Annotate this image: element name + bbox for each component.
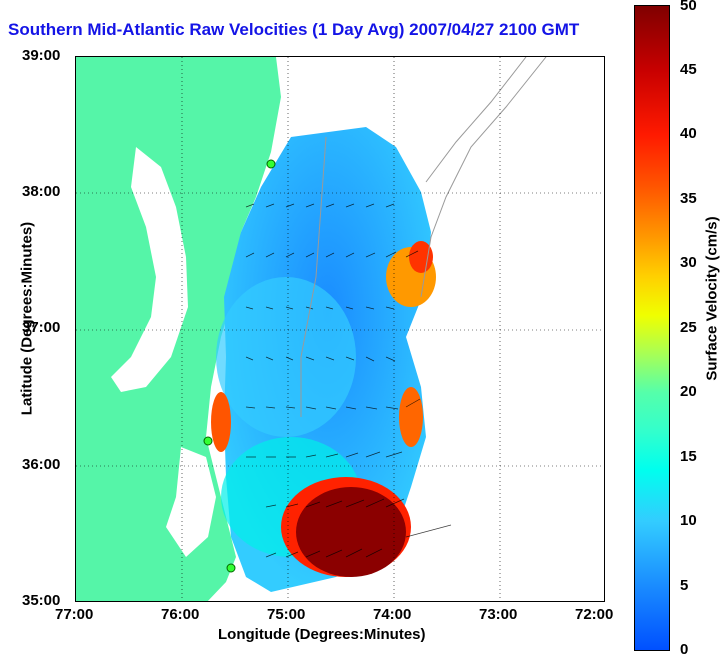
colorbar-label: Surface Velocity (cm/s)	[703, 216, 721, 381]
ytick-label: 39:00	[22, 47, 61, 64]
colorbar	[634, 5, 670, 651]
ytick-label: 37:00	[22, 319, 61, 336]
colorbar-tick: 50	[680, 0, 697, 14]
bathymetry-contours	[300, 57, 547, 417]
station-marker-middle	[203, 436, 213, 446]
colorbar-tick: 20	[680, 383, 697, 400]
ytick-label: 36:00	[22, 456, 61, 473]
xtick-label: 74:00	[373, 606, 412, 623]
velocity-arrows	[245, 203, 452, 558]
xtick-label: 77:00	[55, 606, 94, 623]
y-axis-title: Latitude (Degrees:Minutes)	[18, 221, 36, 416]
bay-water	[111, 147, 188, 392]
xtick-label: 73:00	[479, 606, 518, 623]
colorbar-tick: 45	[680, 61, 697, 78]
sound-water	[166, 447, 216, 557]
xtick-label: 76:00	[161, 606, 200, 623]
xtick-label: 75:00	[267, 606, 306, 623]
hot-zone-east-core	[409, 241, 433, 273]
colorbar-tick: 30	[680, 254, 697, 271]
grid-lines	[76, 57, 604, 601]
station-marker-north	[266, 159, 276, 169]
station-marker-south	[226, 563, 236, 573]
colorbar-tick: 40	[680, 125, 697, 142]
xtick-label: 72:00	[575, 606, 614, 623]
colorbar-tick: 35	[680, 190, 697, 207]
colorbar-tick: 10	[680, 512, 697, 529]
colorbar-tick: 0	[680, 641, 689, 658]
colorbar-tick: 5	[680, 577, 689, 594]
hot-zone-east-2	[399, 387, 423, 447]
hot-zone-south	[296, 487, 406, 577]
ytick-label: 35:00	[22, 592, 61, 609]
map-plot-area	[75, 56, 605, 602]
x-axis-title: Longitude (Degrees:Minutes)	[218, 626, 426, 643]
map-canvas	[76, 57, 604, 601]
colorbar-tick: 15	[680, 448, 697, 465]
map-title: Southern Mid-Atlantic Raw Velocities (1 …	[8, 20, 580, 39]
ytick-label: 38:00	[22, 183, 61, 200]
colorbar-tick: 25	[680, 319, 697, 336]
hot-zone-west	[211, 392, 231, 452]
